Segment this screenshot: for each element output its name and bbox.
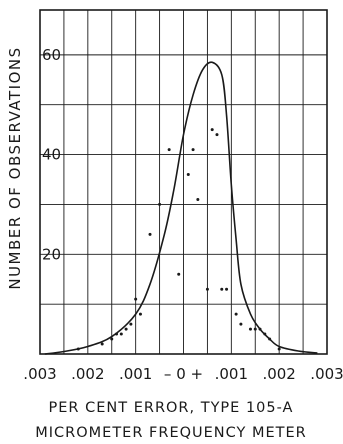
observation-point [134,297,138,301]
observation-point [129,322,133,326]
y-axis-label: NUMBER OF OBSERVATIONS [6,46,24,289]
x-axis-label-line2: MICROMETER FREQUENCY METER [35,425,307,441]
observation-point [196,197,200,201]
observation-point [158,202,162,206]
observation-points [76,128,281,351]
observation-point [277,347,281,351]
observation-point [148,232,152,236]
observation-point [248,327,252,331]
x-tick-label: – 0 + [164,365,203,383]
x-tick-label: .001 [215,365,248,383]
observation-point [234,312,238,316]
x-axis-label-line1: PER CENT ERROR, TYPE 105-A [49,400,294,416]
observation-point [119,332,123,336]
observation-point [76,347,80,351]
fit-curve [44,61,318,355]
plot-frame [39,9,328,355]
observation-point [115,332,119,336]
y-tick-label: 40 [42,146,61,164]
observation-point [220,287,224,291]
observation-point [268,337,272,341]
observation-point [205,287,209,291]
x-tick-label: .002 [71,365,104,383]
y-tick-label: 60 [42,46,61,64]
observation-point [253,327,257,331]
observation-point [138,312,142,316]
observation-point [110,337,114,341]
observation-point [239,322,243,326]
observation-point [263,332,267,336]
observation-point [124,327,128,331]
x-tick-label: .001 [119,365,152,383]
observation-point [215,133,219,137]
x-tick-label: .003 [23,365,56,383]
observation-point [210,128,214,132]
observation-point [100,342,104,346]
y-tick-labels: 20 40 60 [42,46,61,263]
grid [40,10,327,354]
x-tick-label: .002 [262,365,295,383]
y-tick-label: 20 [42,245,61,263]
observation-point [225,287,229,291]
observation-point [258,327,262,331]
observation-point [167,148,171,152]
observation-point [191,148,195,152]
x-tick-labels: .003 .002 .001 – 0 + .001 .002 .003 [23,365,343,383]
observation-point [177,272,181,276]
observation-point [186,173,190,177]
x-tick-label: .003 [310,365,343,383]
